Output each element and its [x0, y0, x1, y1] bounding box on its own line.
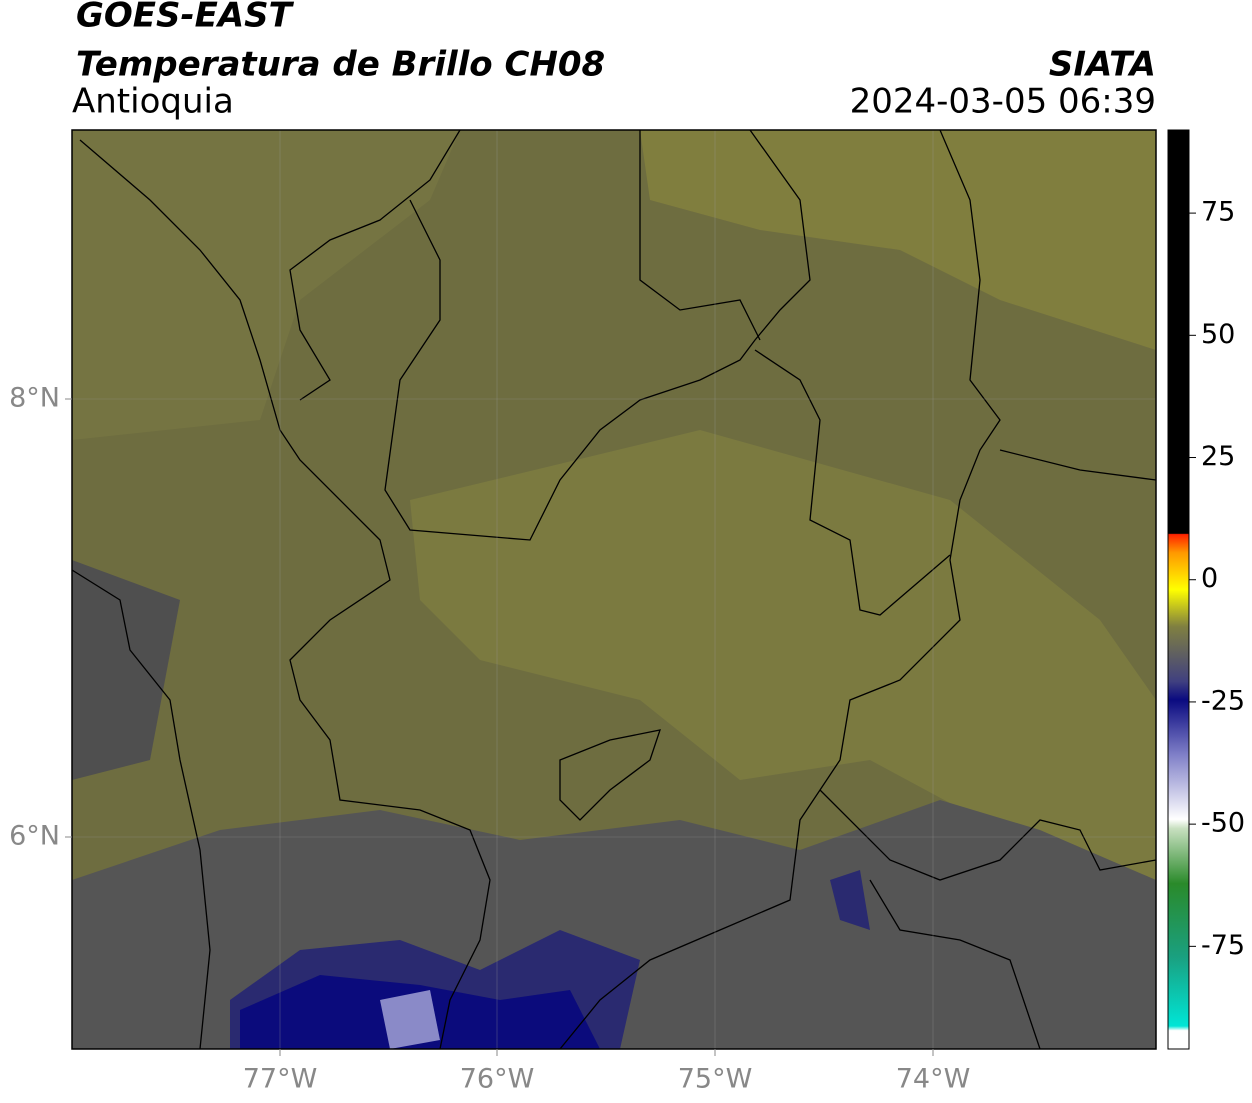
y-tick-label: 8°N	[9, 383, 60, 414]
colorbar-tick-label: 75	[1201, 197, 1235, 228]
x-tick-label: 76°W	[460, 1064, 535, 1095]
colorbar-tick-label: 50	[1201, 319, 1235, 350]
colorbar-tick-label: 25	[1201, 441, 1235, 472]
colorbar-tick-label: -50	[1201, 808, 1245, 839]
colorbar-tick-label: -25	[1201, 685, 1245, 716]
datetime: 2024-03-05 06:39	[850, 82, 1156, 122]
x-tick-label: 77°W	[243, 1064, 318, 1095]
colorbar-tick-label: -75	[1201, 930, 1245, 961]
x-tick-label: 74°W	[896, 1064, 971, 1095]
title: GOES-EAST	[76, 0, 295, 36]
x-tick-label: 75°W	[678, 1064, 753, 1095]
colorbar-tick-label: 0	[1201, 563, 1218, 594]
y-tick-label: 6°N	[9, 821, 60, 852]
region: Antioquia	[72, 82, 234, 122]
map	[72, 130, 1156, 1049]
source: SIATA	[1049, 45, 1156, 85]
colorbar	[1167, 129, 1190, 1050]
map-frame	[71, 129, 1157, 1050]
subtitle: Temperatura de Brillo CH08	[76, 45, 605, 85]
